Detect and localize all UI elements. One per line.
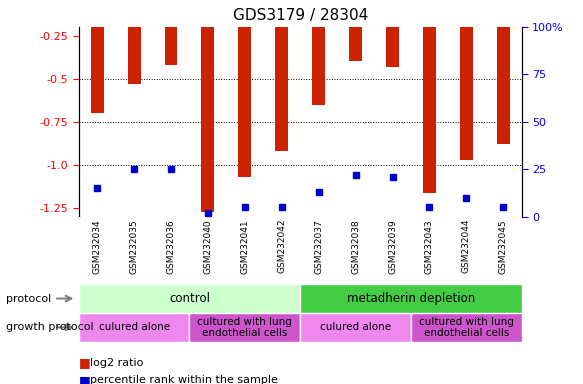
Text: GSM232045: GSM232045 xyxy=(499,219,508,274)
Text: growth protocol: growth protocol xyxy=(6,322,93,333)
Bar xyxy=(128,27,141,84)
Bar xyxy=(423,27,436,193)
Text: metadherin depletion: metadherin depletion xyxy=(347,292,475,305)
Bar xyxy=(79,313,189,342)
Text: GSM232041: GSM232041 xyxy=(240,219,250,274)
Bar xyxy=(411,313,522,342)
Bar xyxy=(300,313,411,342)
Text: GSM232044: GSM232044 xyxy=(462,219,471,273)
Bar xyxy=(91,27,104,113)
Text: ■: ■ xyxy=(79,356,90,369)
Text: GSM232034: GSM232034 xyxy=(93,219,101,274)
Text: GSM232042: GSM232042 xyxy=(278,219,286,273)
Text: GDS3179 / 28304: GDS3179 / 28304 xyxy=(233,8,368,23)
Text: GSM232035: GSM232035 xyxy=(129,219,139,274)
Bar xyxy=(79,284,300,313)
Text: GSM232039: GSM232039 xyxy=(388,219,397,274)
Text: ■: ■ xyxy=(79,374,90,384)
Text: percentile rank within the sample: percentile rank within the sample xyxy=(90,375,278,384)
Text: control: control xyxy=(169,292,210,305)
Bar xyxy=(349,27,362,61)
Text: GSM232043: GSM232043 xyxy=(425,219,434,274)
Text: protocol: protocol xyxy=(6,293,51,304)
Text: GSM232038: GSM232038 xyxy=(351,219,360,274)
Bar xyxy=(238,27,251,177)
Bar xyxy=(300,284,522,313)
Text: culured alone: culured alone xyxy=(99,322,170,333)
Bar xyxy=(312,27,325,104)
Bar xyxy=(497,27,510,144)
Bar xyxy=(164,27,177,65)
Text: GSM232036: GSM232036 xyxy=(167,219,175,274)
Text: GSM232040: GSM232040 xyxy=(203,219,212,274)
Bar xyxy=(275,27,288,151)
Text: log2 ratio: log2 ratio xyxy=(90,358,144,368)
Text: cultured with lung
endothelial cells: cultured with lung endothelial cells xyxy=(198,316,292,338)
Text: GSM232037: GSM232037 xyxy=(314,219,323,274)
Bar xyxy=(202,27,215,212)
Text: cultured with lung
endothelial cells: cultured with lung endothelial cells xyxy=(419,316,514,338)
Text: culured alone: culured alone xyxy=(320,322,391,333)
Bar xyxy=(460,27,473,160)
Bar xyxy=(386,27,399,67)
Bar xyxy=(189,313,300,342)
